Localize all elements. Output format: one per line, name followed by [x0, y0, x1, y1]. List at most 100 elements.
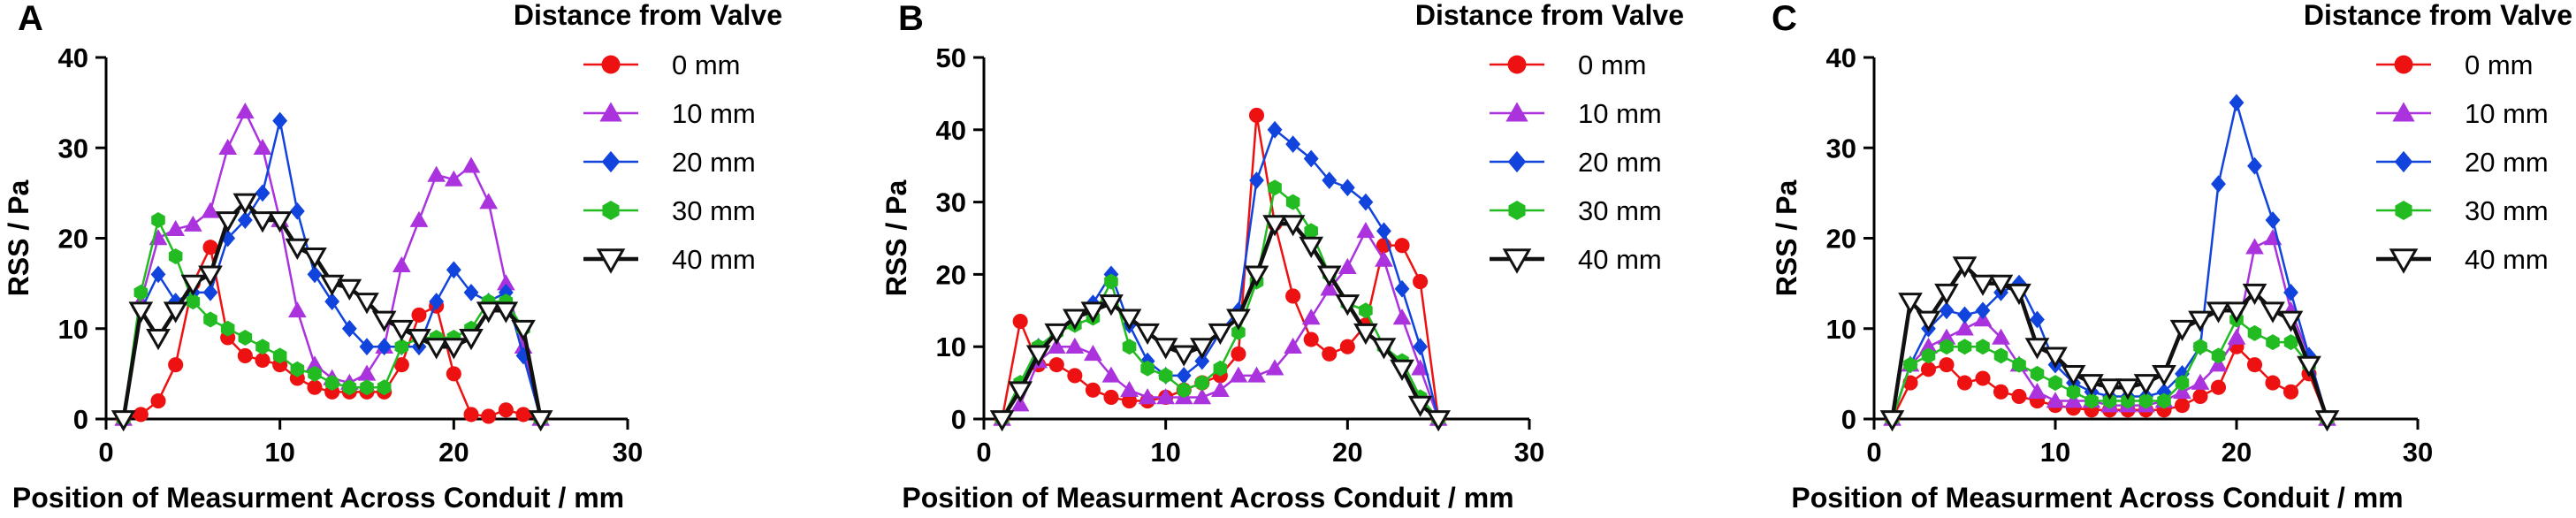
- data-point: [1025, 345, 1051, 367]
- data-point: [1940, 339, 1954, 355]
- legend-marker: [2394, 150, 2413, 173]
- x-tick-label: 10: [1150, 437, 1180, 468]
- data-point: [1244, 265, 1269, 287]
- data-point: [1062, 309, 1087, 331]
- data-point: [1135, 323, 1160, 346]
- data-point: [446, 261, 461, 279]
- legend-marker: [2389, 248, 2419, 274]
- data-point: [267, 211, 293, 233]
- data-point: [1153, 338, 1178, 360]
- data-point: [302, 248, 327, 270]
- y-tick-label: 40: [1826, 42, 1856, 73]
- data-point: [2102, 392, 2117, 409]
- legend-entry: 10 mm: [1578, 98, 1662, 129]
- legend-entry: 30 mm: [672, 195, 756, 226]
- x-tick-label: 20: [438, 437, 469, 468]
- x-tick-label: 10: [264, 437, 294, 468]
- data-point: [2229, 94, 2244, 112]
- data-point: [2121, 392, 2135, 409]
- data-point: [2043, 347, 2068, 369]
- data-point: [128, 301, 154, 324]
- data-point: [1376, 222, 1391, 240]
- data-point: [307, 265, 323, 284]
- data-point: [392, 255, 411, 272]
- data-point: [2011, 388, 2027, 404]
- data-point: [183, 215, 202, 232]
- legend-entry: 0 mm: [1578, 50, 1647, 80]
- x-axis-label: Position of Measurment Across Conduit / …: [1791, 482, 2403, 514]
- data-point: [2133, 374, 2159, 396]
- data-point: [341, 319, 357, 338]
- data-point: [461, 156, 481, 173]
- data-point: [1411, 359, 1429, 376]
- data-point: [476, 301, 501, 324]
- y-tick-label: 30: [936, 187, 966, 218]
- data-point: [237, 347, 253, 363]
- data-point: [2079, 374, 2104, 396]
- data-point: [1304, 223, 1318, 240]
- data-point: [1375, 250, 1393, 267]
- data-point: [371, 310, 397, 332]
- y-tick-label: 20: [1826, 224, 1856, 255]
- data-point: [203, 311, 217, 328]
- data-point: [146, 329, 171, 351]
- data-point: [393, 357, 409, 373]
- data-point: [2283, 334, 2298, 351]
- legend-title: Distance from Valve: [2304, 0, 2572, 31]
- data-point: [1339, 179, 1355, 197]
- data-point: [2157, 392, 2171, 409]
- data-point: [168, 357, 184, 373]
- legend-marker: [599, 102, 622, 122]
- data-point: [1080, 301, 1106, 324]
- data-point: [427, 165, 446, 182]
- data-point: [1335, 294, 1360, 316]
- data-point: [1285, 194, 1300, 210]
- data-point: [2242, 283, 2267, 306]
- legend-entry: 0 mm: [2465, 50, 2534, 80]
- x-tick-label: 20: [1332, 437, 1362, 468]
- legend-entry: 30 mm: [1578, 195, 1662, 226]
- data-point: [1916, 310, 1941, 332]
- legend-marker: [601, 150, 621, 173]
- data-point: [2030, 310, 2045, 329]
- data-point: [272, 111, 288, 130]
- data-point: [166, 219, 186, 237]
- data-point: [1993, 347, 2008, 364]
- data-point: [1338, 257, 1357, 274]
- data-point: [2188, 310, 2213, 332]
- data-point: [2227, 328, 2246, 345]
- legend-marker: [2395, 201, 2412, 220]
- legend-marker: [1505, 102, 1528, 122]
- data-point: [1955, 319, 1974, 336]
- data-point: [250, 211, 275, 233]
- data-point: [232, 193, 258, 215]
- data-point: [1359, 302, 1373, 319]
- data-point: [1299, 236, 1324, 258]
- chart-panel-a: A 0 10 20 30 40 0 10 20 30 Position of Measurment …: [3, 0, 782, 514]
- data-point: [1426, 410, 1452, 432]
- y-tick-label: 10: [58, 314, 88, 345]
- data-point: [1975, 301, 1991, 320]
- data-point: [308, 365, 322, 382]
- data-point: [354, 293, 379, 315]
- legend-marker: [596, 248, 626, 274]
- data-point: [255, 339, 270, 355]
- data-point: [1392, 309, 1412, 325]
- data-point: [1265, 359, 1284, 376]
- legend-marker: [602, 201, 620, 220]
- data-point: [493, 301, 519, 324]
- data-point: [2297, 355, 2321, 377]
- data-point: [377, 338, 392, 356]
- data-point: [2314, 410, 2340, 432]
- legend-entry: 20 mm: [672, 147, 756, 178]
- data-point: [2174, 398, 2191, 414]
- data-point: [1358, 193, 1374, 211]
- data-point: [1390, 359, 1414, 382]
- y-tick-label: 0: [73, 404, 88, 435]
- data-point: [1992, 328, 2010, 345]
- data-point: [1010, 395, 1030, 412]
- data-point: [1195, 375, 1209, 392]
- data-point: [459, 329, 484, 351]
- data-point: [1247, 366, 1266, 383]
- legend-entry: 40 mm: [2465, 244, 2549, 275]
